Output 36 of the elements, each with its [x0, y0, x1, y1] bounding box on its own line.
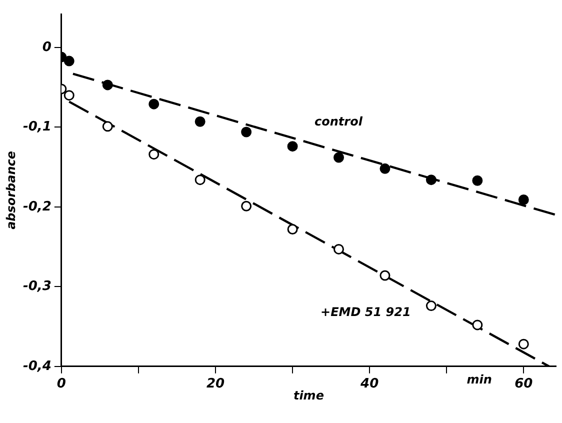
x-tick-label: 60 — [514, 376, 533, 392]
y-tick-label: -0,1 — [22, 120, 52, 135]
y-tick-label: 0 — [42, 40, 52, 55]
point — [148, 98, 160, 110]
x-axis-title: time — [293, 388, 324, 403]
point — [241, 126, 252, 138]
series-label: +EMD 51 921 — [320, 305, 411, 320]
point — [426, 300, 436, 312]
point — [102, 121, 113, 132]
point — [518, 194, 529, 206]
point — [194, 174, 206, 186]
point — [287, 224, 298, 235]
point — [148, 149, 160, 160]
point — [64, 56, 74, 66]
point — [472, 320, 483, 330]
point — [426, 174, 436, 186]
y-tick-label: -0,4 — [22, 358, 52, 374]
x-tick-label: 20 — [206, 376, 225, 392]
point — [287, 141, 298, 152]
point — [472, 175, 483, 186]
point — [334, 152, 344, 163]
point — [380, 163, 390, 174]
point — [518, 338, 529, 350]
point — [64, 90, 74, 101]
series-label: control — [314, 114, 364, 129]
y-axis-title: absorbance — [4, 150, 18, 230]
point — [194, 116, 206, 127]
y-tick-label: -0,3 — [22, 279, 52, 294]
x-tick-label: 40 — [360, 376, 379, 392]
point — [102, 80, 113, 90]
point — [241, 200, 252, 212]
x-tick-label: 0 — [56, 376, 66, 392]
point — [380, 270, 390, 281]
y-tick-label: -0,2 — [22, 199, 52, 214]
point — [334, 244, 344, 254]
text: min — [466, 372, 492, 387]
